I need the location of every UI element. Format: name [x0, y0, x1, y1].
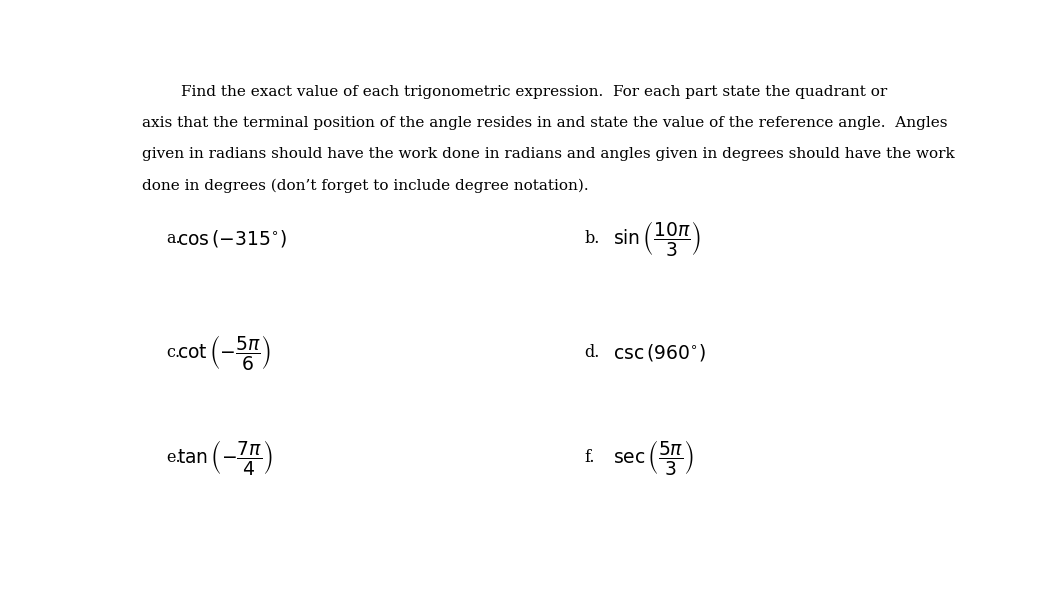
Text: Find the exact value of each trigonometric expression.  For each part state the : Find the exact value of each trigonometr…: [142, 85, 887, 99]
Text: $\sec\left(\dfrac{5\pi}{3}\right)$: $\sec\left(\dfrac{5\pi}{3}\right)$: [614, 438, 694, 477]
Text: d.: d.: [585, 344, 600, 361]
Text: $\tan\left(-\dfrac{7\pi}{4}\right)$: $\tan\left(-\dfrac{7\pi}{4}\right)$: [177, 438, 272, 477]
Text: given in radians should have the work done in radians and angles given in degree: given in radians should have the work do…: [142, 147, 955, 161]
Text: c.: c.: [167, 344, 181, 361]
Text: e.: e.: [167, 449, 181, 466]
Text: $\sin\left(\dfrac{10\pi}{3}\right)$: $\sin\left(\dfrac{10\pi}{3}\right)$: [614, 219, 701, 258]
Text: $\cos\left(-315^{\circ}\right)$: $\cos\left(-315^{\circ}\right)$: [177, 228, 287, 249]
Text: f.: f.: [585, 449, 596, 466]
Text: b.: b.: [585, 230, 600, 247]
Text: $\cot\left(-\dfrac{5\pi}{6}\right)$: $\cot\left(-\dfrac{5\pi}{6}\right)$: [177, 333, 271, 372]
Text: $\csc\left(960^{\circ}\right)$: $\csc\left(960^{\circ}\right)$: [614, 342, 706, 363]
Text: a.: a.: [167, 230, 181, 247]
Text: done in degrees (don’t forget to include degree notation).: done in degrees (don’t forget to include…: [142, 178, 588, 192]
Text: axis that the terminal position of the angle resides in and state the value of t: axis that the terminal position of the a…: [142, 116, 947, 130]
